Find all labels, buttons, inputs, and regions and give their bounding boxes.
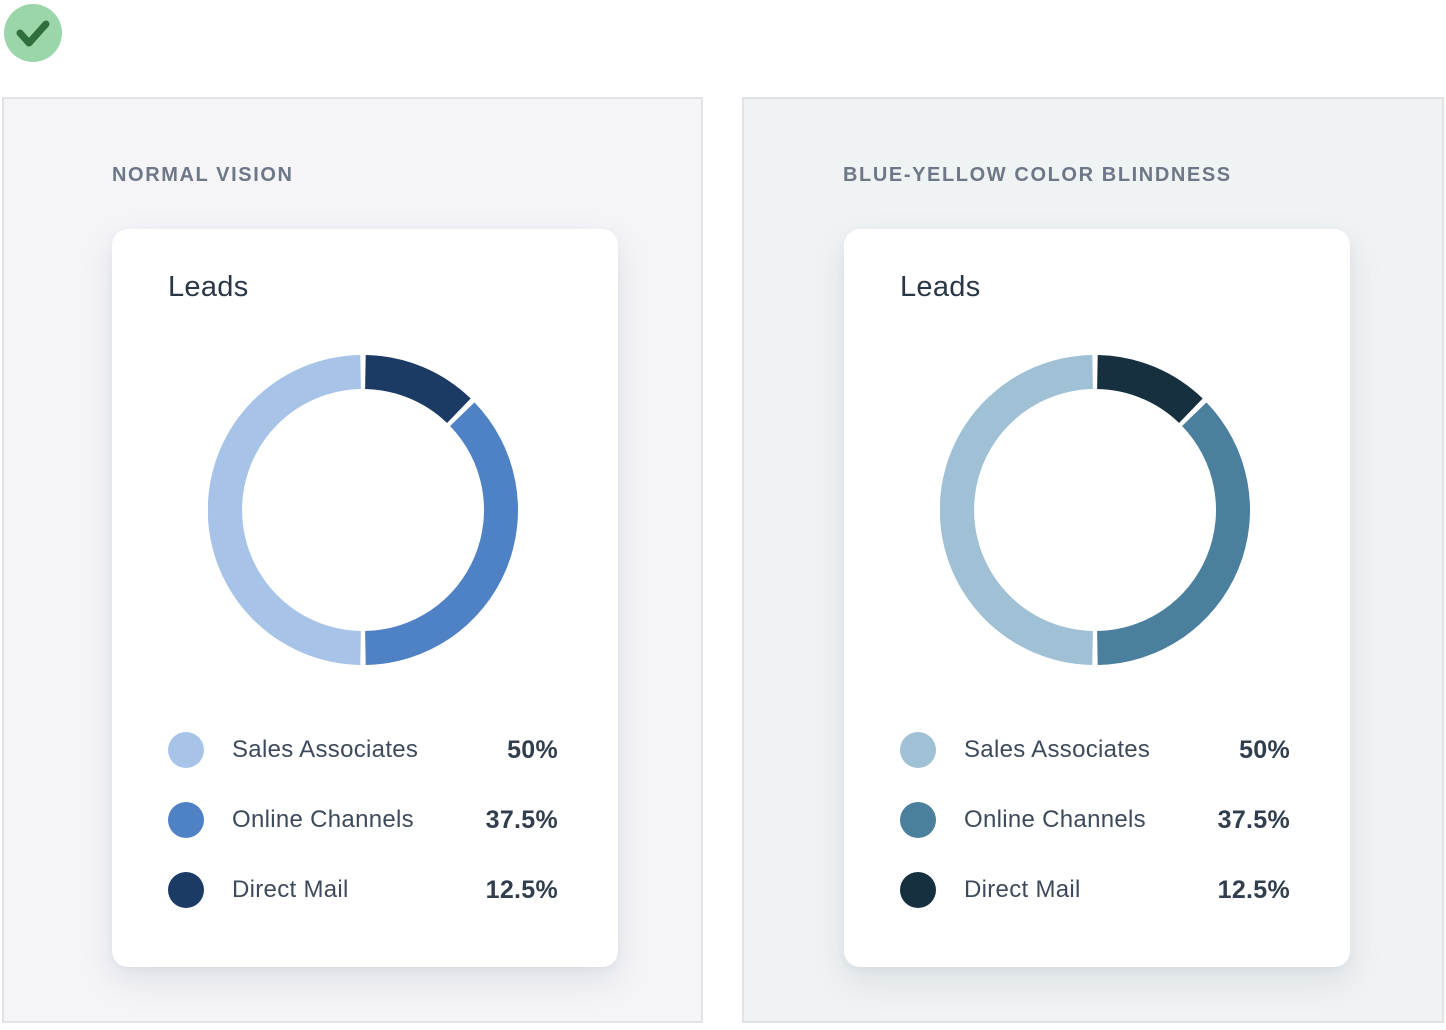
approved-check-icon xyxy=(4,4,62,62)
legend-item: Online Channels 37.5% xyxy=(900,800,1290,840)
donut-segment xyxy=(208,355,361,665)
legend-swatch xyxy=(900,872,936,908)
legend-label: Sales Associates xyxy=(964,736,1151,763)
donut-segment xyxy=(365,402,518,665)
chart-legend: Sales Associates 50% Online Channels 37.… xyxy=(168,730,558,910)
legend-value: 37.5% xyxy=(485,805,558,834)
chart-card: Leads Sales Associates 50% Online Channe… xyxy=(844,229,1350,967)
legend-value: 50% xyxy=(1239,735,1290,764)
donut-chart xyxy=(208,355,518,665)
chart-title: Leads xyxy=(168,271,249,303)
legend-swatch xyxy=(168,802,204,838)
legend-value: 12.5% xyxy=(1217,875,1290,904)
legend-label: Sales Associates xyxy=(232,736,419,763)
donut-segment xyxy=(940,355,1093,665)
legend-swatch xyxy=(168,872,204,908)
chart-legend: Sales Associates 50% Online Channels 37.… xyxy=(900,730,1290,910)
legend-label: Direct Mail xyxy=(232,876,349,903)
legend-swatch xyxy=(900,732,936,768)
legend-item: Direct Mail 12.5% xyxy=(168,870,558,910)
legend-item: Sales Associates 50% xyxy=(168,730,558,770)
panel-label: BLUE-YELLOW COLOR BLINDNESS xyxy=(843,164,1232,186)
donut-chart xyxy=(940,355,1250,665)
panel-label: NORMAL VISION xyxy=(112,164,294,186)
legend-swatch xyxy=(168,732,204,768)
legend-label: Online Channels xyxy=(964,806,1146,833)
legend-label: Direct Mail xyxy=(964,876,1081,903)
legend-value: 12.5% xyxy=(485,875,558,904)
legend-value: 50% xyxy=(507,735,558,764)
legend-swatch xyxy=(900,802,936,838)
legend-item: Online Channels 37.5% xyxy=(168,800,558,840)
legend-item: Sales Associates 50% xyxy=(900,730,1290,770)
panel-normal-vision: NORMAL VISION Leads Sales Associates 50%… xyxy=(2,97,703,1023)
donut-segment xyxy=(1097,402,1250,665)
chart-card: Leads Sales Associates 50% Online Channe… xyxy=(112,229,618,967)
panel-blue-yellow-color-blindness: BLUE-YELLOW COLOR BLINDNESS Leads Sales … xyxy=(742,97,1444,1023)
legend-label: Online Channels xyxy=(232,806,414,833)
chart-title: Leads xyxy=(900,271,981,303)
legend-value: 37.5% xyxy=(1217,805,1290,834)
legend-item: Direct Mail 12.5% xyxy=(900,870,1290,910)
donut-segment xyxy=(365,355,471,423)
donut-segment xyxy=(1097,355,1203,423)
